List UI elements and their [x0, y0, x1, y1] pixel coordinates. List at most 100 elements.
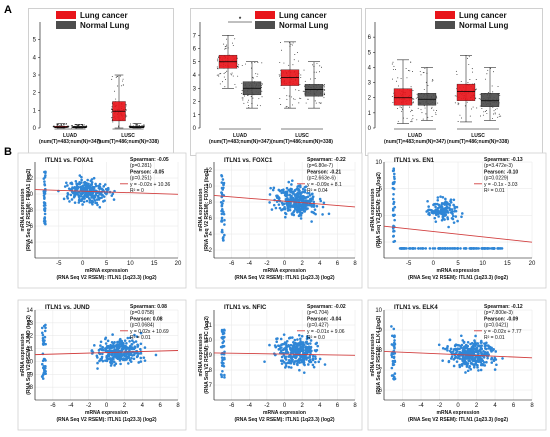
- box-point: [456, 74, 458, 75]
- scatter-point: [282, 333, 286, 336]
- correlation-stat: Spearman: -0.13: [484, 157, 523, 163]
- correlation-stat: Pearson: -0.05: [130, 169, 164, 175]
- scatter-point: [458, 365, 462, 369]
- box-point: [259, 105, 261, 107]
- scatter-point: [434, 205, 437, 209]
- box-point: [323, 97, 325, 99]
- scatter-point: [306, 342, 310, 346]
- scatter-point: [222, 331, 226, 335]
- scatter-point: [100, 357, 104, 360]
- box-point: [493, 71, 494, 73]
- correlation-stat: (p=0.704): [307, 310, 329, 316]
- correlation-stat: Pearson: -0.04: [307, 316, 341, 322]
- box-point: [283, 87, 285, 89]
- scatter-point: [291, 179, 294, 182]
- scatter-point: [126, 336, 130, 340]
- scatter-point: [309, 342, 312, 345]
- scatter-point: [280, 346, 283, 349]
- y-tick-label: 11: [27, 347, 34, 353]
- box-point: [244, 63, 246, 65]
- box-point: [323, 89, 325, 91]
- box-plot-en1-frame: [365, 8, 543, 156]
- box-point: [241, 65, 243, 67]
- scatter-point: [96, 203, 99, 207]
- box-point: [223, 73, 225, 74]
- scatter-point: [287, 180, 291, 184]
- scatter-point: [463, 358, 466, 362]
- scatter-point: [312, 365, 316, 369]
- box-point: [483, 111, 485, 113]
- scatter-point: [497, 247, 500, 250]
- correlation-stat: (p=6.80e-7): [307, 163, 333, 169]
- box-point: [82, 124, 83, 126]
- x-tick-label: -2: [437, 403, 443, 409]
- category-note: (num(T)=486;num(N)=338): [447, 139, 509, 145]
- y-tick-label: 10: [375, 160, 382, 166]
- scatter-point: [495, 363, 498, 367]
- box-point: [226, 44, 228, 46]
- scatter-point: [87, 186, 90, 190]
- x-axis-subtitle: (RNA Seq V2 RSEM): ITLN1 (1q23.3) (log2): [56, 417, 156, 423]
- scatter-point: [112, 198, 116, 201]
- box-point: [250, 67, 252, 69]
- box-point: [86, 126, 88, 128]
- correlation-stat: Spearman: -0.22: [307, 157, 346, 163]
- box-point: [406, 117, 408, 119]
- scatter-point: [289, 343, 293, 347]
- scatter-point: [492, 247, 495, 250]
- scatter-point: [444, 197, 447, 201]
- scatter-point: [477, 360, 480, 363]
- box-point: [217, 60, 218, 62]
- box-point: [126, 115, 128, 117]
- scatter-point: [87, 192, 91, 196]
- box-point: [467, 82, 469, 84]
- box-point: [416, 119, 418, 121]
- scatter-point: [309, 360, 313, 364]
- scatter-point: [102, 185, 106, 188]
- scatter-point: [297, 214, 301, 218]
- scatter-point: [443, 247, 447, 250]
- x-tick-label: -4: [247, 403, 253, 409]
- scatter-point: [81, 191, 85, 194]
- y-tick-label: 4: [33, 55, 37, 61]
- x-tick-label: 0: [283, 261, 287, 267]
- scatter-point: [437, 247, 440, 250]
- scatter-point: [70, 182, 74, 186]
- scatter-point: [105, 359, 109, 363]
- correlation-stat: y = -0.01x + 9.06: [307, 329, 345, 335]
- scatter-point: [107, 354, 110, 358]
- scatter-point: [223, 223, 226, 226]
- x-axis-title: mRNA expression: [437, 268, 480, 274]
- box-point: [280, 42, 281, 44]
- scatter-point: [303, 200, 306, 203]
- box-point: [458, 103, 460, 105]
- scatter-point: [65, 195, 69, 198]
- scatter-point: [472, 365, 476, 369]
- scatter-point: [412, 247, 415, 250]
- scatter-point: [116, 345, 120, 349]
- legend-label: Normal Lung: [279, 21, 328, 30]
- box-point: [474, 83, 476, 85]
- y-tick-label: 2: [368, 96, 372, 102]
- box-point: [225, 46, 227, 47]
- scatter-point: [306, 191, 309, 195]
- scatter-point: [80, 175, 83, 179]
- box-point: [436, 110, 438, 112]
- y-tick-label: 10: [375, 308, 382, 314]
- scatter-point: [69, 193, 73, 197]
- box-point: [403, 117, 404, 119]
- box-point: [391, 96, 393, 97]
- scatter-point: [98, 192, 102, 196]
- box-point: [256, 75, 258, 77]
- box-point: [115, 76, 117, 78]
- scatter-point: [120, 347, 124, 351]
- scatter-point: [484, 347, 488, 351]
- scatter-point: [301, 346, 305, 350]
- box-point: [494, 113, 496, 115]
- box-point: [304, 80, 306, 82]
- scatter-point: [312, 211, 316, 215]
- scatter-point: [98, 205, 102, 209]
- scatter-point: [220, 364, 224, 367]
- box-point: [56, 123, 58, 125]
- scatter-point: [99, 344, 102, 347]
